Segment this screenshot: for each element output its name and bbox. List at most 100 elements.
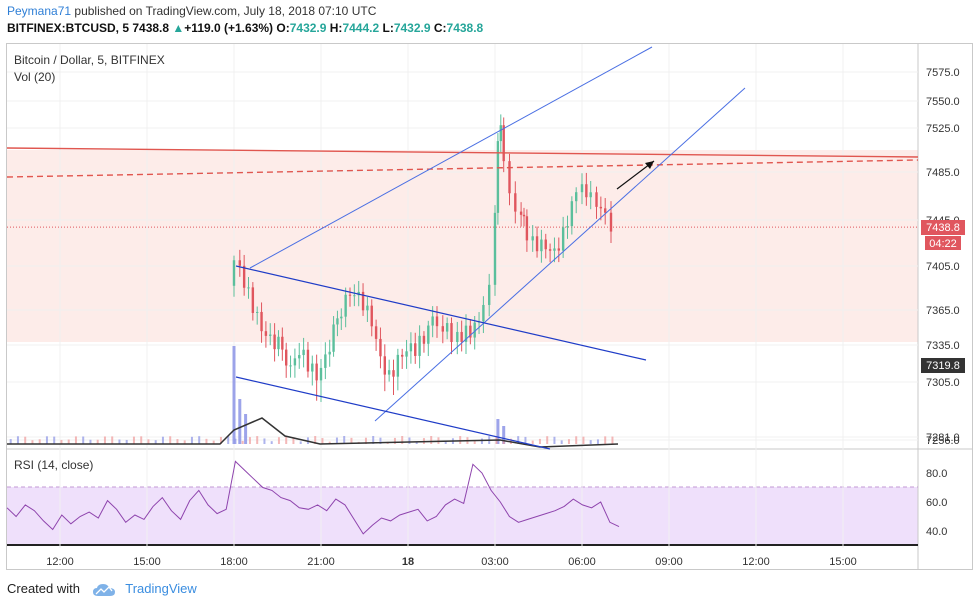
candles [232, 114, 613, 402]
candle-body [540, 239, 543, 252]
candle-body [499, 125, 502, 142]
candle-body [264, 331, 268, 336]
candle-body [435, 316, 439, 327]
falling-wedge-bottom-line[interactable] [235, 376, 551, 450]
candle-body [450, 323, 453, 343]
price-tick: 7305.0 [926, 377, 960, 389]
time-tick: 06:00 [568, 556, 596, 568]
rsi-title: RSI (14, close) [14, 458, 93, 472]
falling-wedge-top-line[interactable] [235, 265, 647, 361]
rsi-line [6, 460, 620, 535]
resistance-line[interactable] [6, 147, 919, 158]
volume-bars [7, 346, 619, 448]
candle-body [260, 311, 263, 332]
volume-bar [589, 440, 592, 444]
candle-body [311, 363, 314, 372]
volume-bar [496, 419, 500, 444]
volume-bar [430, 436, 433, 444]
candle-body [251, 287, 255, 313]
close-value: 7438.8 [446, 21, 484, 35]
volume-bar [169, 436, 172, 444]
volume-bar [343, 436, 346, 444]
volume-bar [350, 437, 353, 444]
volume-bar [190, 436, 193, 444]
candle-body [553, 248, 556, 251]
candle-body [445, 323, 449, 332]
volume-bar [502, 440, 505, 444]
volume-bar [234, 438, 237, 444]
candle-body [585, 184, 588, 198]
volume-bar [67, 439, 70, 444]
time-tick: 15:00 [829, 556, 857, 568]
volume-bar [263, 438, 266, 444]
candle-body [544, 239, 547, 250]
volume-bar [53, 436, 56, 444]
channel-upper-line[interactable] [249, 46, 653, 269]
candle-body [422, 335, 426, 344]
volume-bar [524, 436, 527, 444]
volume-bar [328, 441, 331, 444]
candle-body [277, 336, 280, 350]
price-tick: 7550.0 [926, 96, 960, 108]
candle-body [293, 358, 297, 366]
rsi-series-line [6, 460, 620, 535]
volume-bar [96, 439, 99, 444]
candle-body [580, 184, 584, 193]
time-axis[interactable]: 12:00 15:00 18:00 21:00 18 03:00 06:00 09:00 12:… [46, 556, 857, 568]
volume-bar [314, 436, 317, 444]
created-with-text: Created with [7, 581, 80, 596]
channel-lower-line[interactable] [374, 87, 746, 422]
volume-bar [9, 439, 12, 444]
volume-bar [241, 440, 244, 444]
tradingview-link[interactable]: TradingView [125, 581, 197, 596]
volume-bar [292, 438, 295, 444]
volume-bar [16, 436, 19, 444]
time-tick: 18 [402, 556, 414, 568]
up-arrow-icon: ▲ [172, 21, 185, 35]
volume-bar [379, 437, 382, 444]
price-tick: 7335.0 [926, 340, 960, 352]
candle-body [273, 334, 276, 350]
candle-body [315, 363, 318, 381]
volume-bar [176, 439, 179, 444]
volume-bar [473, 441, 476, 444]
candle-body [319, 367, 323, 381]
high-value: 7444.2 [342, 21, 380, 35]
candle-body [340, 316, 343, 319]
candle-body [570, 201, 574, 227]
candle-body [409, 343, 413, 352]
candle-body [379, 338, 382, 357]
price-axis[interactable]: 7256.07281.07305.07335.07365.07405.07445… [926, 67, 960, 538]
volume-bar [335, 437, 338, 444]
candle-body [256, 311, 259, 313]
candle-body [427, 325, 430, 344]
volume-bar [38, 439, 41, 444]
candle-body [514, 193, 517, 212]
candle-body [599, 206, 603, 209]
candle-body [441, 326, 444, 332]
candle-body [366, 305, 369, 311]
volume-bar [198, 436, 201, 444]
volume-bar [444, 441, 447, 444]
volume-bar [502, 426, 506, 444]
author-link[interactable]: Peymana71 [7, 4, 72, 18]
volume-bar [372, 436, 375, 444]
rsi-band [7, 487, 918, 545]
volume-bar [140, 436, 143, 444]
volume-bar [82, 436, 85, 444]
volume-bar [459, 436, 462, 444]
volume-bar [531, 440, 534, 444]
volume-bar [74, 436, 77, 444]
volume-bar [227, 436, 230, 444]
time-tick: 09:00 [655, 556, 683, 568]
volume-bar [567, 439, 570, 444]
resistance-dashed-line[interactable] [6, 159, 919, 178]
candle-body [522, 214, 526, 217]
volume-bar [60, 439, 63, 444]
candle-body [531, 236, 534, 241]
volume-ma-line [7, 417, 619, 448]
volume-bar [582, 436, 585, 444]
volume-bar [205, 438, 208, 444]
footer: Created with TradingView [7, 581, 197, 597]
